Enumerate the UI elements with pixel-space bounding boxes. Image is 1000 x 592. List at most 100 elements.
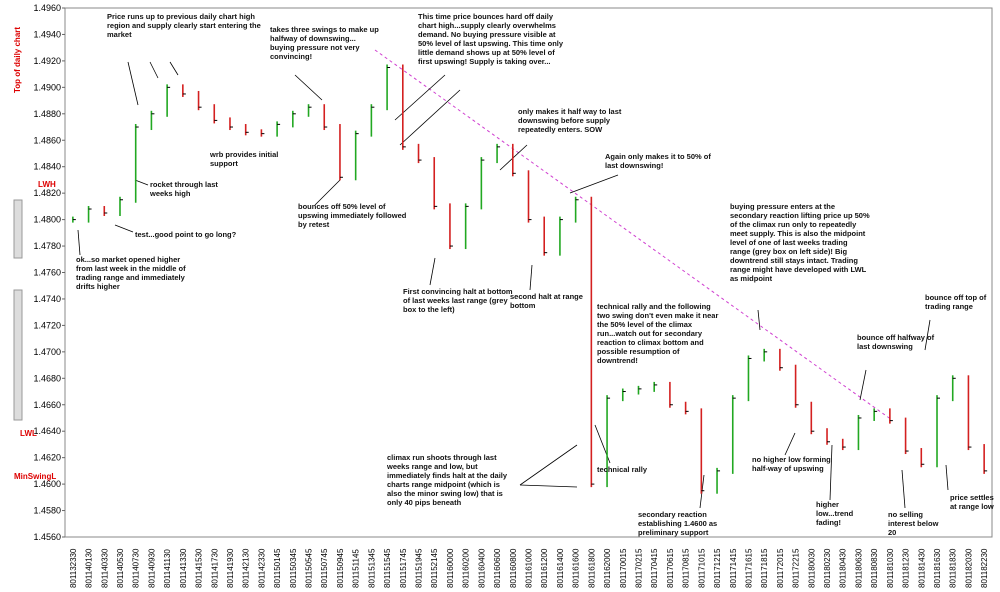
annotation: price settles at range low xyxy=(950,493,994,511)
y-tick-label: 1.4680 xyxy=(33,373,61,383)
annotation: bounce off halfway of last downswing xyxy=(857,333,935,351)
x-tick-label: 801151945 xyxy=(415,548,424,588)
y-tick-label: 1.4620 xyxy=(33,453,61,463)
x-tick-label: 801170015 xyxy=(619,548,628,588)
x-tick-label: 801142330 xyxy=(257,548,266,588)
x-tick-label: 801180830 xyxy=(870,548,879,588)
x-tick-label: 801150345 xyxy=(289,548,298,588)
annotation: only makes it half way to last downswing… xyxy=(518,107,622,134)
side-label: Top of daily chart xyxy=(13,27,22,93)
y-tick-label: 1.4960 xyxy=(33,3,61,13)
annotation: climax run shoots through last weeks ran… xyxy=(387,453,508,507)
y-tick-label: 1.4740 xyxy=(33,294,61,304)
x-tick-label: 801160200 xyxy=(462,548,471,588)
x-tick-label: 801181830 xyxy=(949,548,958,588)
x-tick-label: 801140730 xyxy=(132,548,141,588)
annotation: buying pressure enters at the secondary … xyxy=(730,202,870,283)
x-tick-label: 801181430 xyxy=(917,548,926,588)
annotation: ok...so market opened higher from last w… xyxy=(76,255,186,291)
x-tick-label: 801160800 xyxy=(509,548,518,588)
x-tick-label: 801161200 xyxy=(540,548,549,588)
y-tick-label: 1.4600 xyxy=(33,479,61,489)
x-tick-label: 801141930 xyxy=(226,548,235,588)
x-tick-label: 801180230 xyxy=(823,548,832,588)
x-tick-label: 801181030 xyxy=(886,548,895,588)
x-tick-label: 801170615 xyxy=(666,548,675,588)
x-tick-label: 801151345 xyxy=(367,548,376,588)
x-tick-label: 801171015 xyxy=(697,548,706,588)
x-tick-label: 801170215 xyxy=(634,548,643,588)
x-tick-label: 801160000 xyxy=(446,548,455,588)
x-tick-label: 801150545 xyxy=(305,548,314,588)
y-tick-label: 1.4780 xyxy=(33,241,61,251)
y-tick-label: 1.4900 xyxy=(33,82,61,92)
x-tick-label: 801170815 xyxy=(682,548,691,588)
x-tick-label: 801161800 xyxy=(587,548,596,588)
x-tick-label: 801150745 xyxy=(320,548,329,588)
x-tick-label: 801180030 xyxy=(807,548,816,588)
x-tick-label: 801160400 xyxy=(477,548,486,588)
annotation: bounce off top of trading range xyxy=(925,293,987,311)
x-tick-label: 801151745 xyxy=(399,548,408,588)
annotation: second halt at range bottom xyxy=(510,292,583,310)
y-tick-label: 1.4660 xyxy=(33,400,61,410)
side-label: LWH xyxy=(38,180,56,189)
x-tick-label: 801141530 xyxy=(195,548,204,588)
x-tick-label: 801150945 xyxy=(336,548,345,588)
y-tick-label: 1.4860 xyxy=(33,135,61,145)
annotation: bounces off 50% level of upswing immedia… xyxy=(298,202,407,229)
annotation: secondary reaction establishing 1.4600 a… xyxy=(638,510,718,537)
annotation: no higher low forming half-way of upswin… xyxy=(752,455,831,473)
annotation: higher low...trend fading! xyxy=(816,500,854,527)
x-tick-label: 801172215 xyxy=(792,548,801,588)
x-tick-label: 801171815 xyxy=(760,548,769,588)
side-label: LWL xyxy=(20,429,37,438)
annotation: takes three swings to make up halfway of… xyxy=(270,25,379,61)
x-tick-label: 801172015 xyxy=(776,548,785,588)
x-tick-label: 801171615 xyxy=(744,548,753,588)
x-tick-label: 801182230 xyxy=(980,548,989,588)
x-tick-label: 801140130 xyxy=(85,548,94,588)
y-tick-label: 1.4840 xyxy=(33,162,61,172)
x-tick-label: 801140930 xyxy=(147,548,156,588)
y-tick-label: 1.4920 xyxy=(33,56,61,66)
x-tick-label: 801180430 xyxy=(839,548,848,588)
annotation: Price runs up to previous daily chart hi… xyxy=(107,12,261,39)
annotation: no selling interest below 20 xyxy=(888,510,939,537)
x-tick-label: 801161600 xyxy=(572,548,581,588)
annotation: wrb provides initial support xyxy=(210,150,279,168)
y-tick-label: 1.4640 xyxy=(33,426,61,436)
x-tick-label: 801141330 xyxy=(179,548,188,588)
x-tick-label: 801161400 xyxy=(556,548,565,588)
x-tick-label: 801132330 xyxy=(69,548,78,588)
x-tick-label: 801140530 xyxy=(116,548,125,588)
x-tick-label: 801162000 xyxy=(603,548,612,588)
x-tick-label: 801180630 xyxy=(854,548,863,588)
x-tick-label: 801181230 xyxy=(902,548,911,588)
x-tick-label: 801151545 xyxy=(383,548,392,588)
y-tick-label: 1.4560 xyxy=(33,532,61,542)
x-tick-label: 801161000 xyxy=(525,548,534,588)
annotation: rocket through last weeks high xyxy=(150,180,218,198)
x-tick-label: 801141130 xyxy=(163,549,172,588)
x-tick-label: 801181630 xyxy=(933,548,942,588)
y-tick-label: 1.4760 xyxy=(33,268,61,278)
x-tick-label: 801151145 xyxy=(352,549,361,588)
y-tick-label: 1.4880 xyxy=(33,109,61,119)
x-tick-label: 801150145 xyxy=(273,548,282,588)
annotation: technical rally xyxy=(597,465,648,474)
x-tick-label: 801141730 xyxy=(210,548,219,588)
x-tick-label: 801170415 xyxy=(650,548,659,588)
x-tick-label: 801152145 xyxy=(430,548,439,588)
x-tick-label: 801140330 xyxy=(100,548,109,588)
y-tick-label: 1.4700 xyxy=(33,347,61,357)
y-tick-label: 1.4720 xyxy=(33,320,61,330)
side-label: MinSwingL xyxy=(14,472,56,481)
y-tick-label: 1.4940 xyxy=(33,29,61,39)
annotation: First convincing halt at bottom of last … xyxy=(403,287,513,314)
x-tick-label: 801182030 xyxy=(964,548,973,588)
x-tick-label: 801171215 xyxy=(713,548,722,588)
annotation: Again only makes it to 50% of last downs… xyxy=(605,152,711,170)
